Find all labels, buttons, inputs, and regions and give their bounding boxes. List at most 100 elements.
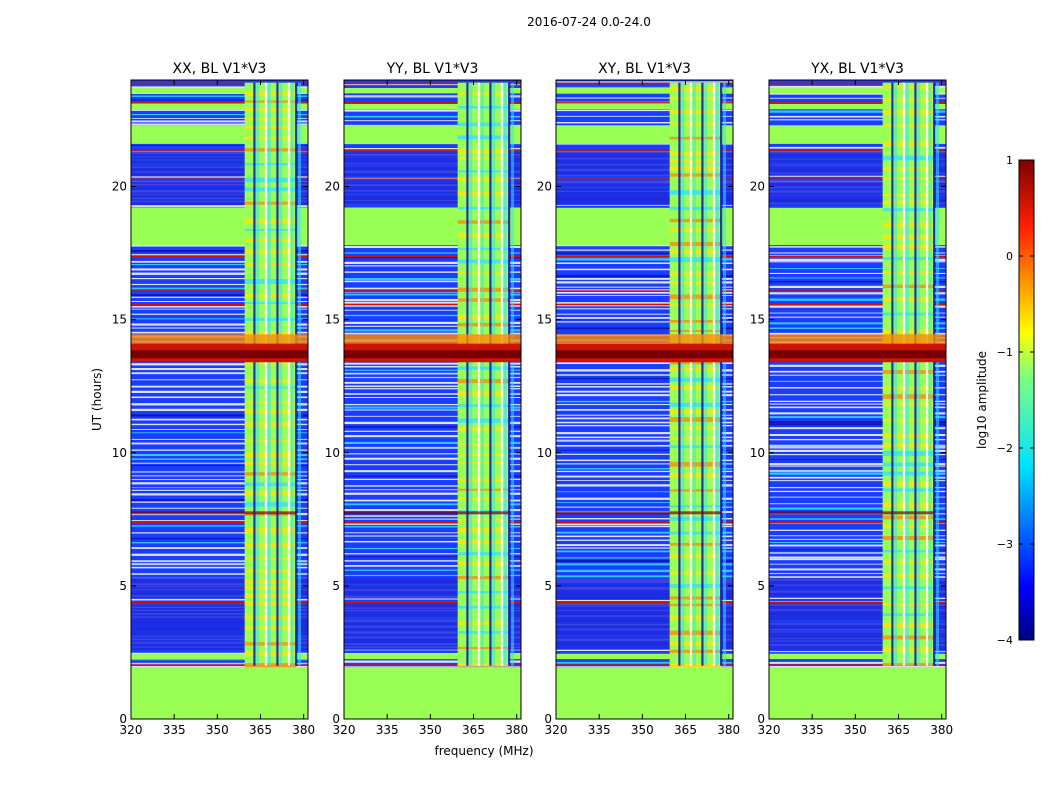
rfi-spike-halo [917,82,921,666]
x-tick-label: 365 [887,723,910,737]
striation-line [131,487,308,489]
striation-line [769,496,946,498]
striation-line [131,296,308,299]
striation-line [556,327,733,330]
striation-line [131,652,308,655]
y-tick-label: 10 [537,446,552,460]
striation-line [344,278,521,281]
striation-line [556,115,733,117]
striation-line [131,368,308,371]
rfi-spike-line [925,82,929,666]
y-tick-label: 10 [325,446,340,460]
striation-line [131,268,308,271]
striation-line [556,518,733,520]
striation-line [131,662,308,665]
y-tick-label: 20 [325,180,340,194]
striation-line [131,482,308,485]
red-rfi-line [556,601,733,604]
rfi-spike-line [500,82,504,666]
striation-line [131,665,308,668]
striation-line [556,463,733,465]
rfi-spike-line [701,82,704,666]
rfi-spike-halo [469,82,473,666]
striation-line [769,272,946,274]
strong-rfi-core [131,350,308,359]
striation-line [556,109,733,112]
red-rfi-line [769,178,946,181]
striation-line [131,260,308,263]
striation-line [769,97,946,99]
striation-line [131,283,308,286]
red-rfi-line [131,101,308,103]
striation-line [769,454,946,456]
x-axis-label: frequency (MHz) [434,744,533,758]
colorbar-tick-label: −4 [997,634,1013,647]
striation-line [131,308,308,310]
striation-line [344,499,521,502]
striation-line [556,444,733,447]
striation-line [344,598,521,600]
rfi-spike-halo [267,82,271,666]
red-rfi-line [131,664,308,667]
striation-line [344,509,521,512]
striation-line [131,560,308,563]
striation-line [131,272,308,275]
red-rfi-line [769,149,946,151]
rfi-spike-line [891,82,894,666]
panel-title: XY, BL V1*V3 [598,61,691,77]
striation-line [131,253,308,256]
rfi-spike-line [264,82,268,666]
flagged-band [769,87,946,94]
striation-line [556,386,733,388]
striation-line [131,418,308,421]
striation-line [131,408,308,412]
striation-line [131,263,308,266]
y-tick-label: 20 [537,180,552,194]
striation-line [344,385,521,388]
striation-line [769,558,946,561]
striation-line [344,95,521,98]
red-rfi-line [556,303,733,306]
striation-line [769,449,946,452]
x-tick-label: 320 [545,723,568,737]
striation-line [556,313,733,315]
rfi-event-7-8h [556,511,722,515]
colorbar-tick-label: −1 [997,346,1013,359]
striation-line [769,438,946,441]
panel-title: XX, BL V1*V3 [173,61,267,77]
striation-line [769,472,946,475]
striation-line [344,376,521,379]
striation-line [131,471,308,473]
striation-line [556,439,733,442]
red-rfi-line [344,255,521,258]
striation-line [131,493,308,496]
striation-line [344,565,521,567]
striation-line [556,262,733,264]
striation-line [769,85,946,88]
striation-line [344,365,521,368]
striation-line [556,575,733,578]
striation-line [344,252,521,254]
striation-line [769,412,946,415]
striation-line [769,568,946,571]
red-rfi-line [344,149,521,151]
striation-line [769,268,946,269]
striation-line [131,438,308,440]
striation-line [344,503,521,506]
striation-line [556,400,733,403]
striation-line [556,86,733,89]
striation-line [131,465,308,467]
y-tick-label: 15 [325,313,340,327]
panel-frame [555,79,734,720]
striation-line [556,475,733,478]
striation-line [769,576,946,578]
striation-line [556,409,733,411]
striation-line [769,480,946,482]
striation-line [769,423,946,426]
rfi-spike-line [295,82,298,666]
striation-line [556,599,733,602]
flagged-band [556,667,733,719]
heatmap-panel-1: XX, BL V1*V3 320 335 350 365 380 0 5 10 15 20 UT (h… [90,61,315,737]
striation-line [131,294,308,297]
